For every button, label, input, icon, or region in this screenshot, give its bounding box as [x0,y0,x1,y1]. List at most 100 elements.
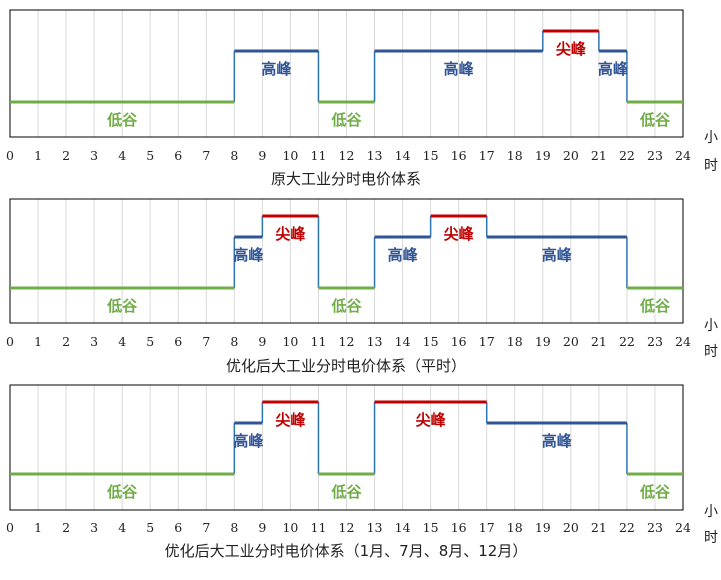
x-tick-label: 20 [563,334,579,349]
plot-frame [9,9,684,138]
x-tick-label: 13 [367,520,383,535]
segment-label: 低谷 [330,297,362,315]
x-tick-label: 17 [479,520,495,535]
x-tick-label: 9 [258,334,266,349]
x-tick-label: 18 [507,334,523,349]
chart-title: 优化后大工业分时电价体系（平时） [226,357,466,375]
x-tick-label: 9 [258,520,266,535]
x-axis-unit: 时 [704,344,718,360]
chart-title: 原大工业分时电价体系 [271,170,421,188]
x-tick-label: 21 [591,148,607,163]
x-tick-label: 19 [535,520,551,535]
x-tick-label: 23 [647,520,663,535]
x-tick-label: 20 [563,520,579,535]
x-tick-label: 13 [367,148,383,163]
x-tick-label: 19 [535,148,551,163]
x-tick-label: 24 [675,520,691,535]
segment-label: 高峰 [542,246,573,264]
x-tick-label: 8 [230,520,238,535]
x-axis-unit: 小 [704,318,718,334]
x-tick-label: 8 [230,148,238,163]
segment-label: 高峰 [233,432,264,450]
x-tick-label: 14 [395,520,411,535]
x-tick-label: 12 [339,520,355,535]
x-tick-label: 4 [118,148,126,163]
segment-label: 高峰 [388,246,419,264]
x-tick-label: 21 [591,520,607,535]
x-tick-label: 0 [6,148,14,163]
x-tick-label: 3 [90,334,98,349]
segment-label: 高峰 [233,246,264,264]
segment-label: 尖峰 [556,40,587,58]
x-tick-label: 8 [230,334,238,349]
x-tick-label: 10 [282,520,298,535]
x-tick-label: 15 [423,334,439,349]
x-tick-label: 12 [339,334,355,349]
x-tick-label: 5 [146,334,154,349]
x-tick-label: 10 [282,148,298,163]
x-tick-label: 4 [118,334,126,349]
x-tick-label: 4 [118,520,126,535]
plot-frame [9,384,684,511]
x-tick-label: 16 [451,334,467,349]
segment-label: 尖峰 [444,225,475,243]
x-tick-label: 15 [423,148,439,163]
x-tick-label: 20 [563,148,579,163]
segment-label: 低谷 [106,483,138,501]
segment-label: 低谷 [106,297,138,315]
x-tick-label: 7 [202,148,210,163]
x-tick-label: 11 [311,148,327,163]
x-tick-label: 19 [535,334,551,349]
x-tick-label: 6 [174,334,182,349]
x-tick-label: 16 [451,520,467,535]
x-tick-label: 14 [395,148,411,163]
segment-label: 低谷 [639,111,671,129]
x-tick-label: 18 [507,148,523,163]
segment-label: 尖峰 [275,411,306,429]
x-axis-unit: 小 [704,130,718,146]
x-tick-label: 0 [6,520,14,535]
x-tick-label: 17 [479,148,495,163]
x-tick-label: 15 [423,520,439,535]
segment-label: 低谷 [106,111,138,129]
segment-label: 高峰 [444,60,475,78]
x-tick-label: 17 [479,334,495,349]
segment-label: 尖峰 [416,411,447,429]
x-tick-label: 16 [451,148,467,163]
x-tick-label: 1 [34,520,42,535]
x-tick-label: 1 [34,148,42,163]
x-tick-label: 2 [62,148,70,163]
x-tick-label: 18 [507,520,523,535]
x-tick-label: 6 [174,520,182,535]
x-axis-unit: 时 [704,530,718,546]
x-axis-unit: 小 [704,504,718,520]
x-tick-label: 12 [339,148,355,163]
segment-label: 低谷 [639,483,671,501]
x-tick-label: 7 [202,520,210,535]
x-tick-label: 6 [174,148,182,163]
x-tick-label: 22 [619,148,635,163]
x-tick-label: 1 [34,334,42,349]
x-tick-label: 2 [62,520,70,535]
x-tick-label: 5 [146,520,154,535]
x-tick-label: 13 [367,334,383,349]
x-tick-label: 9 [258,148,266,163]
segment-label: 高峰 [261,60,292,78]
segment-label: 高峰 [542,432,573,450]
segment-label: 低谷 [330,111,362,129]
segment-label: 低谷 [330,483,362,501]
x-tick-label: 11 [311,520,327,535]
x-tick-label: 2 [62,334,70,349]
x-tick-label: 7 [202,334,210,349]
x-tick-label: 11 [311,334,327,349]
segment-label: 高峰 [598,60,629,78]
segment-label: 低谷 [639,297,671,315]
x-tick-label: 23 [647,334,663,349]
plot-frame [9,198,684,324]
x-tick-label: 0 [6,334,14,349]
x-axis-unit: 时 [704,158,718,174]
